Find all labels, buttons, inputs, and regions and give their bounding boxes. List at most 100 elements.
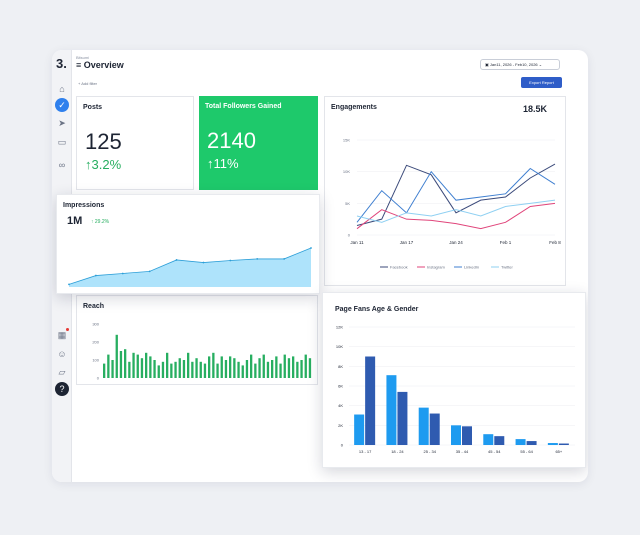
bar <box>304 354 307 378</box>
y-tick-label: 0 <box>97 376 100 381</box>
reach-title: Reach <box>83 303 105 310</box>
bar <box>296 361 299 378</box>
bar <box>182 360 186 378</box>
engagements-title: Engagements <box>331 104 377 111</box>
bar <box>153 360 156 378</box>
folder-icon[interactable]: ▱ <box>58 367 66 377</box>
y-tick-label: 2K <box>338 423 343 428</box>
bar <box>237 361 240 378</box>
bar <box>262 354 265 378</box>
legend-label: Twitter <box>501 265 513 270</box>
bar <box>547 443 558 445</box>
bar <box>254 363 257 378</box>
bar <box>191 361 194 378</box>
y-tick-label: 300 <box>92 322 99 327</box>
arrow-up-icon: ↑ <box>85 157 92 172</box>
bar <box>250 354 253 378</box>
followers-card: Total Followers Gained 2140 ↑11% <box>199 96 318 190</box>
bar <box>558 443 569 445</box>
legend-label: LinkedIn <box>464 265 479 270</box>
link-icon[interactable]: ∞ <box>58 160 66 170</box>
bar <box>283 354 286 378</box>
export-report-button[interactable]: Export Report <box>521 77 562 88</box>
y-tick-label: 0 <box>348 233 351 238</box>
add-filter-button[interactable]: + Add filter <box>78 81 98 86</box>
bar <box>365 356 376 445</box>
bar <box>279 363 282 378</box>
series-line-facebook <box>356 163 556 226</box>
bar <box>526 441 537 445</box>
y-tick-label: 15K <box>343 138 350 143</box>
bar <box>245 360 249 378</box>
bar <box>429 413 440 445</box>
engagements-value: 18.5K <box>522 104 547 114</box>
calendar-icon[interactable]: ▦ <box>55 328 69 342</box>
data-point <box>175 259 178 261</box>
users-icon[interactable]: ☺ <box>57 349 67 359</box>
y-tick-label: 10K <box>343 169 350 174</box>
bar <box>128 361 131 378</box>
data-point <box>68 283 70 286</box>
bar <box>157 365 160 378</box>
help-icon[interactable]: ? <box>55 382 69 396</box>
y-tick-label: 6K <box>338 384 343 389</box>
bar <box>170 363 173 378</box>
followers-title: Total Followers Gained <box>205 103 282 110</box>
bar <box>140 358 144 378</box>
y-tick-label: 5K <box>345 201 350 206</box>
bar <box>149 356 152 378</box>
posts-card: Posts 125 ↑3.2% <box>76 96 194 190</box>
followers-value: 2140 <box>207 128 256 153</box>
chat-icon[interactable]: ▭ <box>57 137 67 147</box>
bar <box>203 363 207 378</box>
x-tick-label: 55 - 64 <box>520 449 533 454</box>
y-tick-label: 0 <box>341 443 344 448</box>
bar <box>271 360 274 378</box>
x-tick-label: Jan 17 <box>400 240 414 245</box>
page-title: ≡ Overview <box>76 60 124 70</box>
bar <box>292 356 295 378</box>
impressions-chart <box>68 247 312 287</box>
series-line-instagram <box>356 202 556 230</box>
y-tick-label: 100 <box>92 358 99 363</box>
bar <box>212 352 215 378</box>
bar <box>187 352 190 378</box>
x-tick-label: 35 - 44 <box>456 449 469 454</box>
bar <box>107 354 110 378</box>
data-point <box>256 258 259 260</box>
bar <box>103 363 106 378</box>
send-icon[interactable]: ➤ <box>58 118 66 128</box>
bar <box>136 354 139 378</box>
reach-card: Reach 0 100 200 300 <box>76 295 318 385</box>
breadcrumb[interactable]: Bitsumi <box>76 55 90 60</box>
x-tick-label: Feb 1 <box>500 240 512 245</box>
followers-delta-text: 11% <box>213 156 239 171</box>
data-point <box>94 274 97 277</box>
dashboard-icon[interactable]: ✓ <box>55 98 69 112</box>
impressions-card: Impressions 1M ↑ 29.2% <box>56 194 320 294</box>
bar <box>308 358 312 378</box>
x-tick-label: Jan 11 <box>350 240 364 245</box>
y-tick-label: 12K <box>336 325 343 330</box>
bar <box>386 375 397 445</box>
x-tick-label: 65+ <box>555 449 562 454</box>
x-tick-label: 13 - 17 <box>359 449 372 454</box>
y-tick-label: 4K <box>338 403 343 408</box>
bar <box>115 334 118 378</box>
chevron-down-icon: ⌄ <box>538 62 543 67</box>
x-tick-label: 25 - 34 <box>423 449 436 454</box>
menu-icon[interactable]: ≡ <box>76 60 82 70</box>
notification-badge <box>66 328 69 331</box>
bar <box>494 436 505 445</box>
bar <box>119 351 123 378</box>
home-icon[interactable]: ⌂ <box>59 84 65 94</box>
posts-value: 125 <box>85 129 122 154</box>
bar <box>166 352 169 378</box>
bar <box>418 407 429 445</box>
arrow-up-icon: ↑ <box>91 219 94 225</box>
date-range-picker[interactable]: ▣ Jan11, 2026 - Feb10, 2026 ⌄ <box>480 59 560 70</box>
bar <box>483 434 494 445</box>
bar <box>132 352 135 378</box>
followers-delta: ↑11% <box>207 156 239 171</box>
bar <box>515 439 526 445</box>
